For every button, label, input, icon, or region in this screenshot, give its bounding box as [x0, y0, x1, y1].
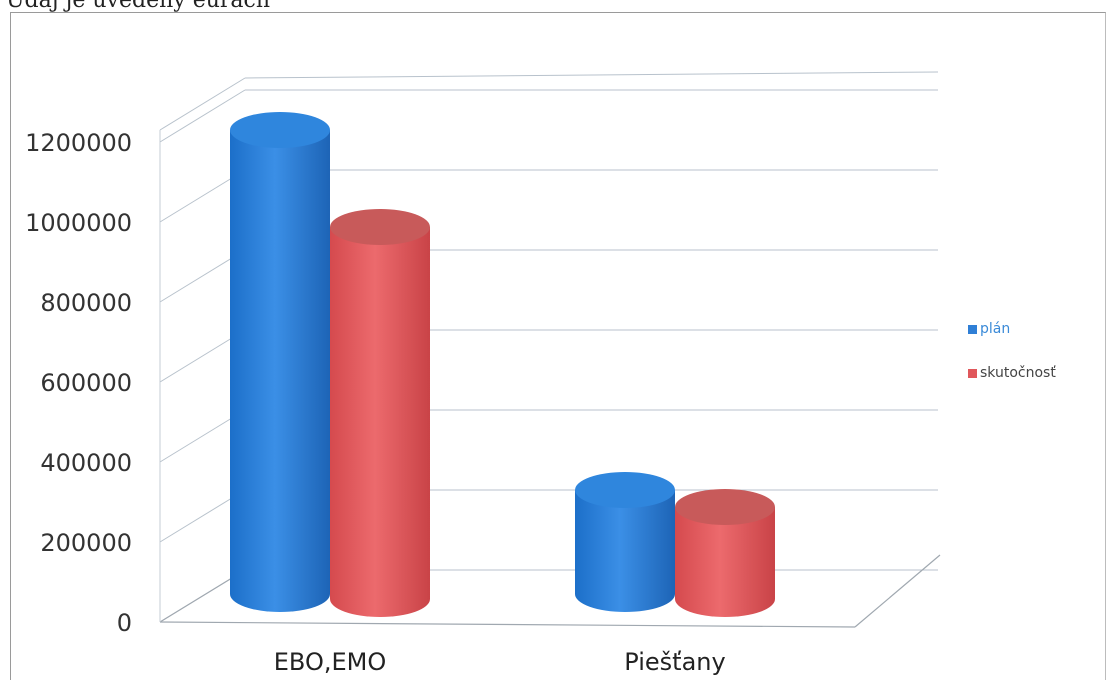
chart-frame	[10, 12, 1106, 680]
y-tick-labels: 0 200000 400000 600000 800000 1000000 1200000	[25, 129, 132, 637]
legend-item-plan: plán	[968, 318, 1056, 340]
category-label: Piešťany	[624, 648, 725, 676]
bar-top	[230, 112, 330, 148]
y-tick-label: 400000	[40, 449, 132, 477]
legend-swatch-plan	[968, 324, 977, 334]
y-tick-label: 200000	[40, 529, 132, 557]
floor-right-edge	[854, 554, 941, 628]
bar-top	[330, 209, 430, 245]
bar-body	[575, 490, 675, 612]
chart-caption: Údaj je uvedený eurách	[6, 0, 271, 13]
y-tick-label: 1200000	[25, 129, 132, 157]
y-tick-label: 600000	[40, 369, 132, 397]
bar-body	[230, 130, 330, 612]
legend: plán skutočnosť	[968, 318, 1056, 406]
gridline-side	[159, 89, 246, 143]
y-tick-label: 1000000	[25, 209, 132, 237]
category-label: EBO,EMO	[274, 648, 387, 676]
bar-top	[575, 472, 675, 508]
gridline-back	[244, 71, 939, 79]
bar-top	[675, 489, 775, 525]
y-tick-label: 800000	[40, 289, 132, 317]
bar-body	[675, 507, 775, 617]
legend-label-skutocnost: skutočnosť	[980, 365, 1056, 381]
bars	[230, 112, 775, 617]
legend-item-skutocnost: skutočnosť	[968, 362, 1056, 384]
floor-front-edge	[159, 621, 856, 628]
legend-label-plan: plán	[980, 321, 1011, 337]
legend-swatch-skutocnost	[968, 368, 977, 378]
gridline-side	[159, 77, 246, 131]
y-tick-label: 0	[117, 609, 132, 637]
category-labels: EBO,EMO Piešťany	[274, 648, 726, 676]
bar-body	[330, 227, 430, 617]
